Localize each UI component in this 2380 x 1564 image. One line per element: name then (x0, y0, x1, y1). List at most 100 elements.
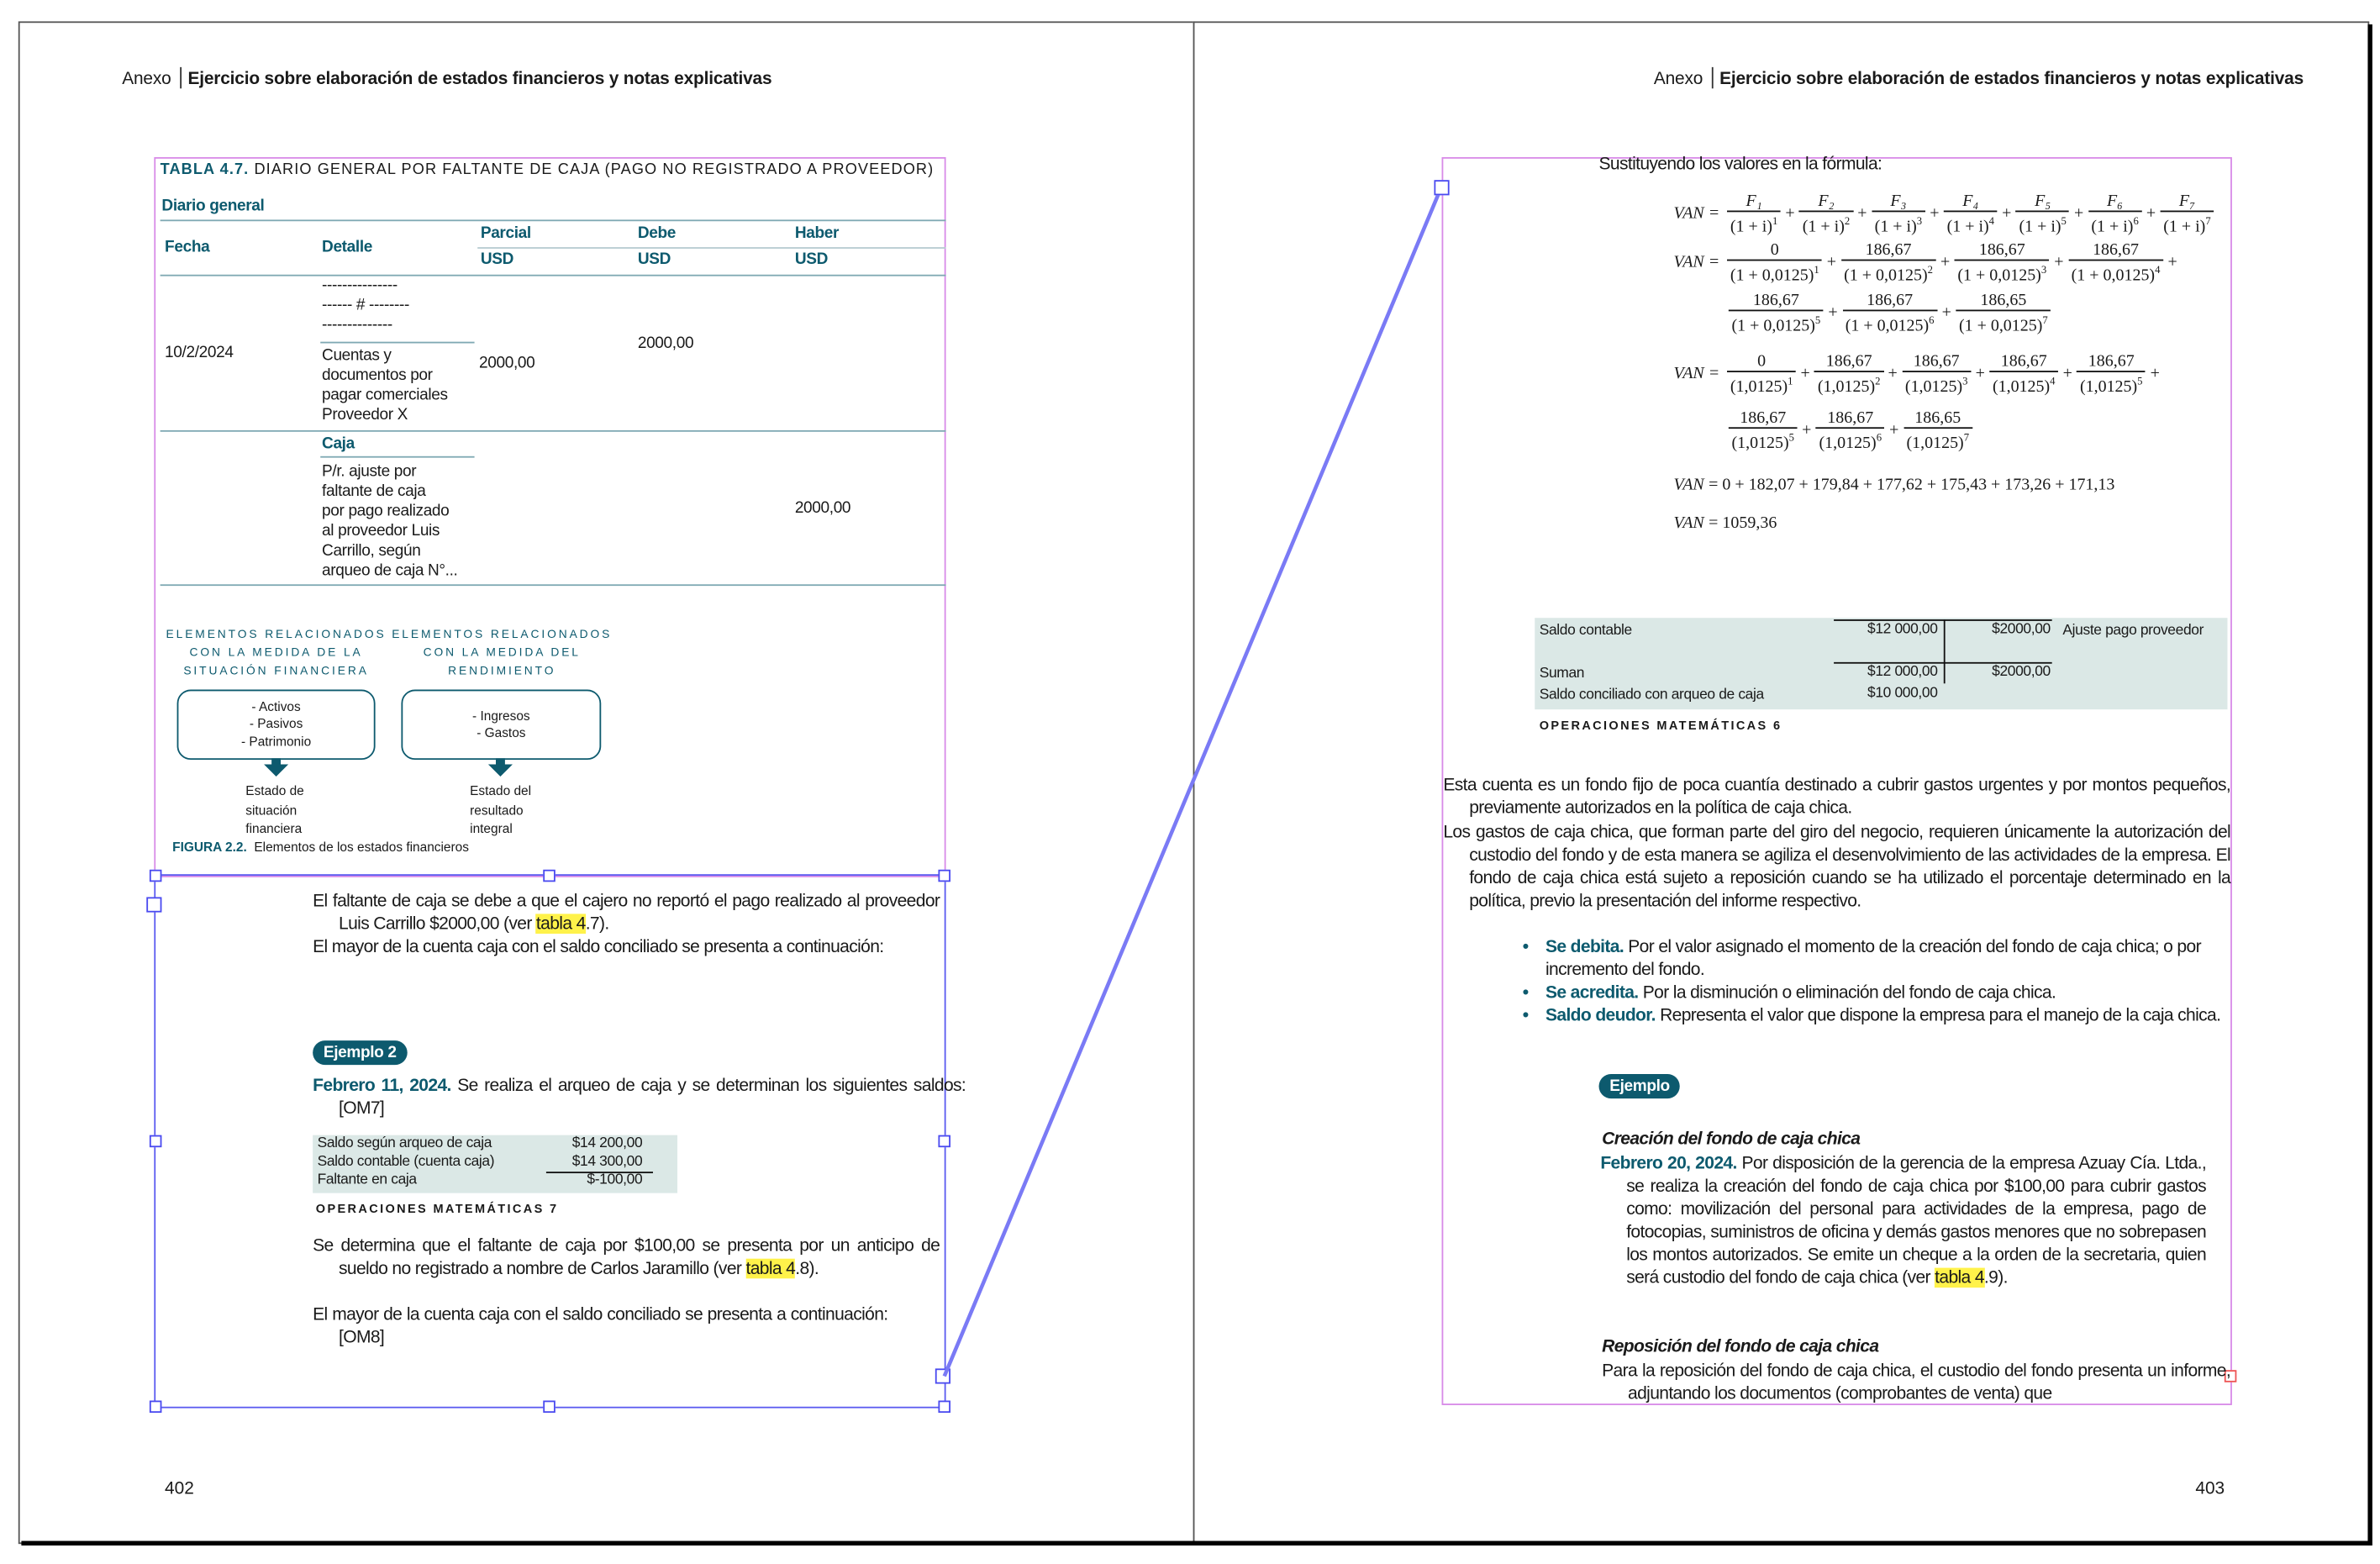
divider (160, 219, 946, 222)
plus-operator: + (1785, 204, 1795, 224)
cell-detalle: P/r. ajuste por faltante de caja por pago … (322, 462, 458, 580)
cell-account: Caja (322, 434, 355, 454)
resize-handle[interactable] (938, 1135, 950, 1148)
entry-separator: --------------- ------ # -------- --------… (322, 276, 409, 334)
figure-caption: FIGURA 2.2. Elementos de los estados fin… (172, 839, 469, 855)
fraction: F₁ (1 + i)1 (1727, 192, 1781, 236)
bullet-icon: • (1522, 1005, 1529, 1025)
plus-operator: + (1828, 303, 1838, 323)
paragraph: Para la reposición del fondo de caja chi… (1602, 1361, 2231, 1404)
formula-line: 186,67 (1,0125)5 +186,67 (1,0125)6 +186,65 (1… (1725, 409, 1975, 453)
header-title: Ejercicio sobre elaboración de estados f… (1719, 70, 2304, 89)
fraction: 186,67 (1 + 0,0125)3 (1954, 241, 2050, 285)
figure-heading: ELEMENTOS RELACIONADOS CON LA MEDIDA DE L… (166, 627, 387, 678)
resize-handle[interactable] (938, 1400, 950, 1414)
header-title: Ejercicio sobre elaboración de estados f… (187, 70, 772, 89)
figure-result: Estado de situación financiera (245, 782, 304, 836)
column-header-fecha: Fecha (165, 238, 210, 256)
formula-line: VAN = F₁ (1 + i)1 + F₂ (1 + i)2 + F₃ (1 + i)3 + F₄… (1673, 192, 2216, 236)
plus-operator: + (1802, 421, 1812, 440)
figure-box: - Ingresos - Gastos (401, 689, 602, 761)
cell-fecha: 10/2/2024 (165, 343, 234, 362)
cell-detalle: Cuentas y documentos por pagar comerciales… (322, 346, 448, 424)
resize-handle[interactable] (149, 869, 162, 882)
in-port-handle[interactable] (146, 897, 162, 913)
table-subtitle: Diario general (161, 197, 265, 215)
calculation-box: Saldo según arqueo de caja $14 200,00 Sa… (313, 1135, 678, 1193)
column-header-debe: Debe (637, 224, 677, 243)
in-port-handle[interactable] (1434, 180, 1450, 196)
paragraph: Esta cuenta es un fondo fijo de poca cua… (1443, 775, 2231, 819)
arrow-down-icon (264, 758, 289, 777)
paragraph: El mayor de la cuenta caja con el saldo … (313, 1304, 888, 1348)
page-shadow (21, 1540, 2372, 1546)
plus-operator: + (2146, 204, 2156, 224)
divider (477, 247, 946, 249)
divider (320, 456, 475, 458)
fraction: F₄ (1 + i)4 (1943, 192, 1998, 236)
right-page (1193, 21, 2370, 1545)
fraction: 186,65 (1 + 0,0125)7 (1956, 292, 2051, 335)
fraction: 186,67 (1 + 0,0125)4 (2068, 241, 2164, 285)
plus-operator: + (1889, 421, 1899, 440)
plus-operator: + (1800, 365, 1810, 384)
fraction: 186,67 (1 + 0,0125)5 (1728, 292, 1824, 335)
resize-handle[interactable] (543, 1400, 556, 1414)
column-header-parcial: Parcial (480, 224, 531, 243)
overset-marker[interactable] (2224, 1370, 2237, 1382)
header-label: Anexo (1653, 70, 1703, 89)
formula-intro: Sustituyendo los valores en la fórmula: (1598, 154, 1882, 174)
cross-reference-link[interactable]: tabla 4 (745, 1258, 796, 1279)
fraction: F₅ (1 + i)5 (2015, 192, 2070, 236)
plus-operator: + (2150, 365, 2160, 384)
resize-handle[interactable] (543, 869, 556, 882)
formula-line: VAN = 0 (1 + 0,0125)1 +186,67 (1 + 0,0125)2 +… (1673, 241, 2178, 285)
plus-operator: + (2054, 253, 2064, 272)
bullet-icon: • (1522, 982, 1529, 1003)
formula-lhs: VAN = (1673, 253, 1720, 272)
paragraph: Febrero 20, 2024. Por disposición de la … (1600, 1153, 2207, 1289)
resize-handle[interactable] (149, 1135, 162, 1148)
fraction: F₃ (1 + i)3 (1872, 192, 1925, 236)
divider (160, 584, 946, 587)
cross-reference-link[interactable]: tabla 4 (535, 914, 586, 935)
resize-handle[interactable] (938, 869, 950, 882)
divider (320, 341, 475, 344)
plus-operator: + (1888, 365, 1898, 384)
cell-parcial: 2000,00 (479, 354, 535, 372)
arrow-down-icon (487, 758, 513, 777)
divider (160, 429, 946, 432)
plus-operator: + (2073, 204, 2084, 224)
plus-operator: + (2062, 365, 2072, 384)
plus-operator: + (2002, 204, 2012, 224)
bullet-item: • Saldo deudor. Representa el valor que d… (1522, 1005, 2221, 1025)
fraction: 186,67 (1,0125)6 (1815, 409, 1885, 453)
example-badge: Ejemplo 2 (313, 1040, 408, 1066)
subheading: Creación del fondo de caja chica (1602, 1129, 1861, 1149)
plus-operator: + (1940, 253, 1951, 272)
text-frame-right[interactable] (1441, 156, 2232, 1405)
fraction: 186,67 (1 + 0,0125)6 (1842, 292, 1938, 335)
formula-lhs: VAN = (1673, 204, 1720, 224)
running-header-right: Anexo Ejercicio sobre elaboración de esta… (1653, 66, 2304, 89)
resize-handle[interactable] (149, 1400, 162, 1414)
plus-operator: + (1941, 303, 1951, 323)
paragraph: El mayor de la cuenta caja con el saldo … (313, 936, 884, 957)
cross-reference-link[interactable]: tabla 4 (1935, 1268, 1985, 1289)
currency-parcial: USD (480, 250, 514, 269)
operations-caption: OPERACIONES MATEMÁTICAS 6 (1539, 719, 1782, 733)
fraction: 0 (1 + 0,0125)1 (1727, 241, 1823, 285)
plus-operator: + (1826, 253, 1837, 272)
fraction: F₂ (1 + i)2 (1799, 192, 1853, 236)
figure-box: - Activos - Pasivos - Patrimonio (176, 689, 376, 761)
fraction: 186,67 (1 + 0,0125)2 (1840, 241, 1936, 285)
column-header-haber: Haber (794, 224, 840, 243)
operations-caption: OPERACIONES MATEMÁTICAS 7 (315, 1202, 559, 1216)
cell-haber: 2000,00 (794, 498, 851, 518)
page-number: 403 (2195, 1479, 2225, 1498)
plus-operator: + (1857, 204, 1867, 224)
fraction: 186,67 (1,0125)4 (1989, 352, 2059, 396)
subheading: Reposición del fondo de caja chica (1602, 1336, 1879, 1356)
formula-lhs: VAN = (1673, 365, 1720, 384)
